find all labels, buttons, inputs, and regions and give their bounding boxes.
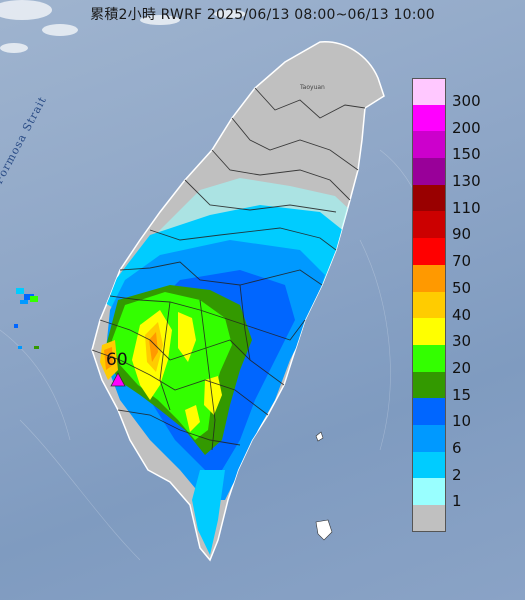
legend-item: 110 xyxy=(412,184,512,215)
legend-label: 20 xyxy=(452,358,472,377)
legend-swatch xyxy=(412,104,446,132)
max-rainfall-marker xyxy=(110,372,126,387)
legend-item: 6 xyxy=(412,424,512,455)
legend-swatch xyxy=(412,424,446,452)
legend-item: 10 xyxy=(412,398,512,429)
legend-item: 70 xyxy=(412,238,512,269)
legend: 300 200 150 130 110 90 70 50 40 30 20 15 10 6 2 1 xyxy=(412,78,512,532)
city-label-taoyuan: Taoyuan xyxy=(300,84,325,91)
legend-swatch xyxy=(412,344,446,372)
legend-label: 6 xyxy=(452,438,462,457)
legend-swatch xyxy=(412,211,446,239)
penghu-islands xyxy=(14,288,39,349)
legend-swatch xyxy=(412,238,446,265)
legend-label: 2 xyxy=(452,465,462,484)
legend-swatch xyxy=(412,184,446,212)
legend-label: 150 xyxy=(452,145,481,164)
legend-swatch xyxy=(412,505,446,532)
cloud-patches xyxy=(0,0,246,53)
max-value-label: 60 xyxy=(106,350,128,370)
legend-item xyxy=(412,505,512,532)
legend-swatch xyxy=(412,398,446,425)
legend-item: 20 xyxy=(412,344,512,375)
legend-item: 300 xyxy=(412,78,512,109)
legend-item: 150 xyxy=(412,131,512,162)
legend-label: 50 xyxy=(452,278,472,297)
legend-item: 90 xyxy=(412,211,512,242)
legend-swatch xyxy=(412,318,446,345)
legend-item: 130 xyxy=(412,158,512,189)
legend-item: 1 xyxy=(412,478,512,509)
county-boundaries xyxy=(91,87,366,451)
legend-item: 30 xyxy=(412,318,512,349)
legend-swatch xyxy=(412,78,446,105)
legend-swatch xyxy=(412,451,446,479)
legend-label: 40 xyxy=(452,305,472,324)
legend-label: 300 xyxy=(452,92,481,110)
legend-item: 50 xyxy=(412,264,512,295)
legend-label: 15 xyxy=(452,385,472,404)
legend-label: 200 xyxy=(452,118,481,137)
legend-swatch xyxy=(412,478,446,505)
legend-swatch xyxy=(412,158,446,185)
legend-label: 1 xyxy=(452,492,462,511)
legend-label: 130 xyxy=(452,172,481,191)
legend-label: 10 xyxy=(452,412,472,431)
legend-swatch xyxy=(412,291,446,319)
legend-item: 200 xyxy=(412,104,512,135)
legend-label: 110 xyxy=(452,198,481,217)
legend-item: 15 xyxy=(412,371,512,402)
legend-swatch xyxy=(412,264,446,292)
legend-item: 40 xyxy=(412,291,512,322)
eastern-islets xyxy=(315,431,333,541)
legend-label: 90 xyxy=(452,225,472,244)
legend-label: 70 xyxy=(452,252,472,271)
legend-swatch xyxy=(412,131,446,159)
map-title: 累積2小時 RWRF 2025/06/13 08:00~06/13 10:00 xyxy=(90,7,435,23)
legend-item: 2 xyxy=(412,451,512,482)
legend-label: 30 xyxy=(452,332,472,351)
legend-swatch xyxy=(412,371,446,399)
